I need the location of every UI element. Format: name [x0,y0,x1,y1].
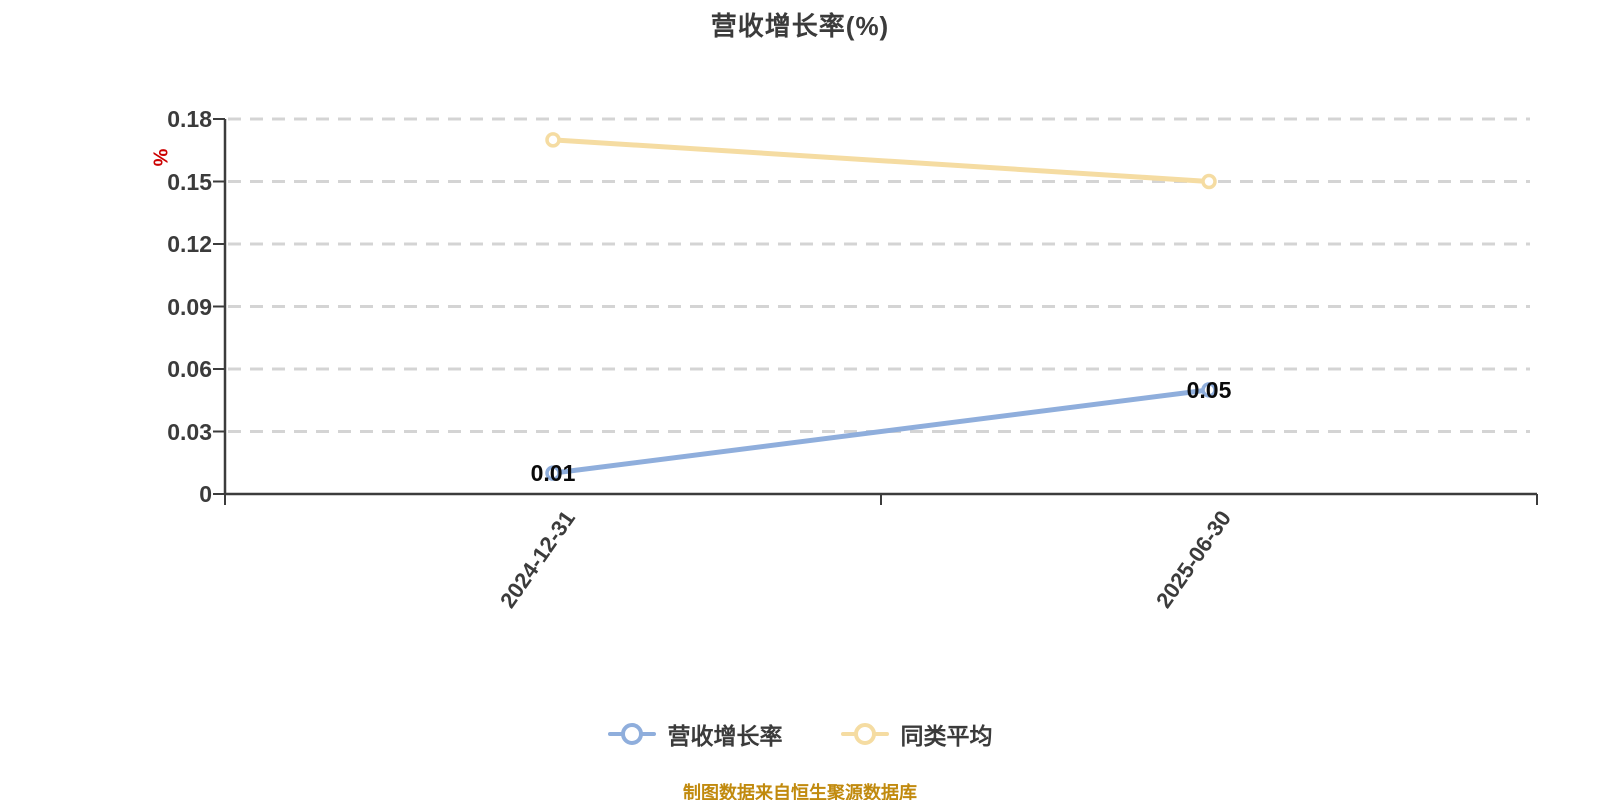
legend-dot-icon [853,723,876,745]
y-tick-label: 0 [199,481,212,507]
y-tick-label: 0.18 [167,106,212,132]
legend-label: 营收增长率 [667,723,783,749]
legend-marker-line-dot-blue [607,721,656,747]
series-line-0 [550,387,1212,476]
legend-dot-icon [620,723,643,745]
data-point [1201,173,1217,190]
y-tick-label: 0.12 [167,231,212,257]
y-tick-label: 0.15 [167,168,212,195]
data-point [1201,382,1217,398]
legend: 营收增长率 同类平均 [0,712,1600,756]
y-tick-label: 0.09 [167,293,212,320]
data-point [545,465,561,481]
data-point-label: 0.05 [1187,377,1232,403]
legend-label: 同类平均 [900,723,993,749]
legend-marker-line-dot-yellow [840,721,889,747]
series-line-1 [550,137,1212,184]
legend-item-revenue-growth[interactable]: 营收增长率 [607,717,783,751]
chart-title: 营收增长率(%) [710,11,890,41]
data-point-label: 0.01 [531,460,576,486]
legend-item-category-average[interactable]: 同类平均 [840,717,993,751]
y-tick-label: 0.06 [167,356,212,382]
data-point [545,132,561,148]
data-source-footer: 制图数据来自恒生聚源数据库 [683,783,917,800]
y-tick-label: 0.03 [167,418,212,445]
